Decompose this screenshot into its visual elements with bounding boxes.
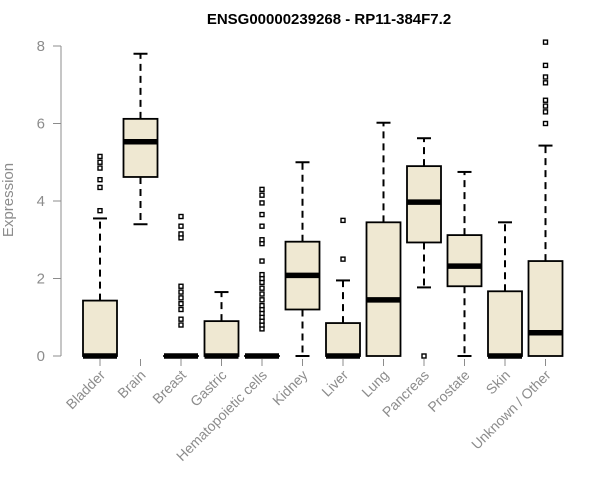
x-tick-label: Liver (318, 367, 351, 400)
outlier-point (259, 237, 265, 243)
y-tick-label: 2 (37, 271, 45, 288)
outlier-point (340, 256, 346, 262)
outlier-point (178, 223, 184, 229)
outlier-point (259, 200, 265, 206)
box-kidney (284, 161, 321, 357)
box-prostate (446, 170, 483, 357)
boxplot-series (82, 39, 564, 359)
outlier-point (259, 285, 265, 291)
box-iqr (203, 320, 240, 357)
outlier-point (178, 231, 184, 237)
outlier-point (178, 306, 184, 313)
chart-title: ENSG00000239268 - RP11-384F7.2 (207, 11, 451, 28)
x-tick-label: Skin (483, 367, 514, 398)
x-tick-label: Prostate (424, 367, 472, 415)
y-axis-label: Expression (0, 163, 17, 237)
outlier-point (542, 120, 549, 127)
box-brain (122, 52, 159, 226)
outlier-point (542, 103, 549, 109)
x-tick-label: Breast (149, 367, 189, 407)
outlier-point (259, 223, 265, 229)
y-tick-label: 6 (37, 116, 45, 133)
outlier-point (259, 291, 265, 297)
outlier-point (97, 165, 103, 171)
box-liver (325, 217, 361, 359)
box-pancreas (406, 137, 442, 359)
outlier-point (178, 213, 184, 220)
outlier-point (97, 159, 103, 165)
outlier-point (259, 302, 265, 309)
outlier-point (178, 289, 184, 295)
box-iqr (82, 299, 118, 357)
box-breast (163, 213, 199, 359)
outlier-point (259, 211, 265, 218)
outlier-point (178, 283, 184, 289)
outlier-point (542, 97, 549, 103)
y-tick-label: 0 (37, 348, 45, 365)
outlier-point (259, 186, 265, 193)
outlier-point (259, 258, 265, 264)
box-iqr (446, 234, 483, 288)
box-iqr (325, 322, 361, 357)
outlier-point (97, 153, 103, 160)
outlier-point (178, 300, 184, 307)
box-iqr (365, 221, 402, 357)
outlier-point (178, 316, 184, 322)
outlier-point (340, 217, 346, 224)
outlier-point (542, 62, 549, 69)
box-gastric (203, 291, 240, 359)
box-bladder (82, 153, 118, 359)
outlier-point (97, 184, 103, 191)
x-tick-label: Kidney (269, 367, 311, 409)
box-iqr (527, 260, 564, 357)
box-skin (487, 221, 523, 359)
x-tick-label: Brain (114, 367, 148, 401)
box-unknown-other (527, 39, 564, 357)
x-tick-label: Bladder (63, 367, 109, 413)
outlier-point (97, 207, 103, 214)
outlier-point (259, 271, 265, 278)
outlier-point (542, 80, 549, 86)
outlier-point (97, 176, 103, 183)
box-iqr (487, 290, 523, 357)
y-tick-label: 8 (37, 38, 45, 55)
outlier-point (542, 109, 549, 115)
outlier-point (542, 74, 549, 80)
outlier-point (542, 39, 549, 45)
outlier-point (259, 297, 265, 303)
outlier-point (421, 353, 427, 359)
y-tick-label: 4 (37, 193, 45, 210)
box-iqr (122, 117, 159, 178)
box-hematopoietic-cells (244, 186, 280, 359)
outlier-point (178, 322, 184, 328)
box-lung (365, 121, 402, 357)
outlier-point (178, 295, 184, 301)
x-tick-label: Lung (358, 367, 391, 400)
outlier-point (259, 192, 265, 198)
y-axis-ticks: 0 2 4 6 8 (37, 38, 61, 365)
